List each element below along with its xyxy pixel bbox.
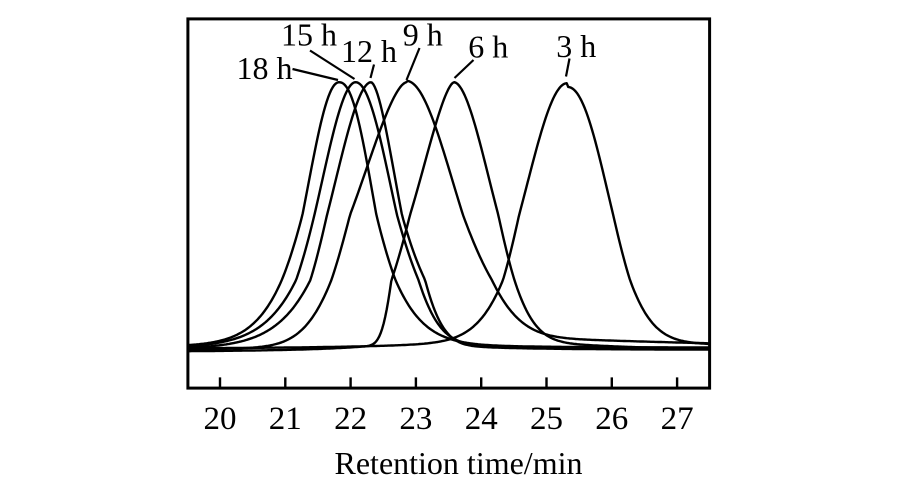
svg-text:22: 22 xyxy=(334,401,367,437)
svg-text:15 h: 15 h xyxy=(281,16,337,52)
svg-text:23: 23 xyxy=(399,401,432,437)
svg-text:18 h: 18 h xyxy=(237,50,293,86)
svg-text:12 h: 12 h xyxy=(341,33,397,69)
svg-text:24: 24 xyxy=(465,401,498,437)
svg-text:21: 21 xyxy=(269,401,302,437)
svg-text:3 h: 3 h xyxy=(556,28,596,64)
svg-text:26: 26 xyxy=(595,401,628,437)
svg-text:6 h: 6 h xyxy=(468,29,508,65)
svg-text:25: 25 xyxy=(530,401,563,437)
svg-text:9 h: 9 h xyxy=(403,16,443,52)
svg-text:27: 27 xyxy=(661,401,694,437)
svg-text:20: 20 xyxy=(204,401,237,437)
svg-text:Retention time/min: Retention time/min xyxy=(335,445,583,481)
